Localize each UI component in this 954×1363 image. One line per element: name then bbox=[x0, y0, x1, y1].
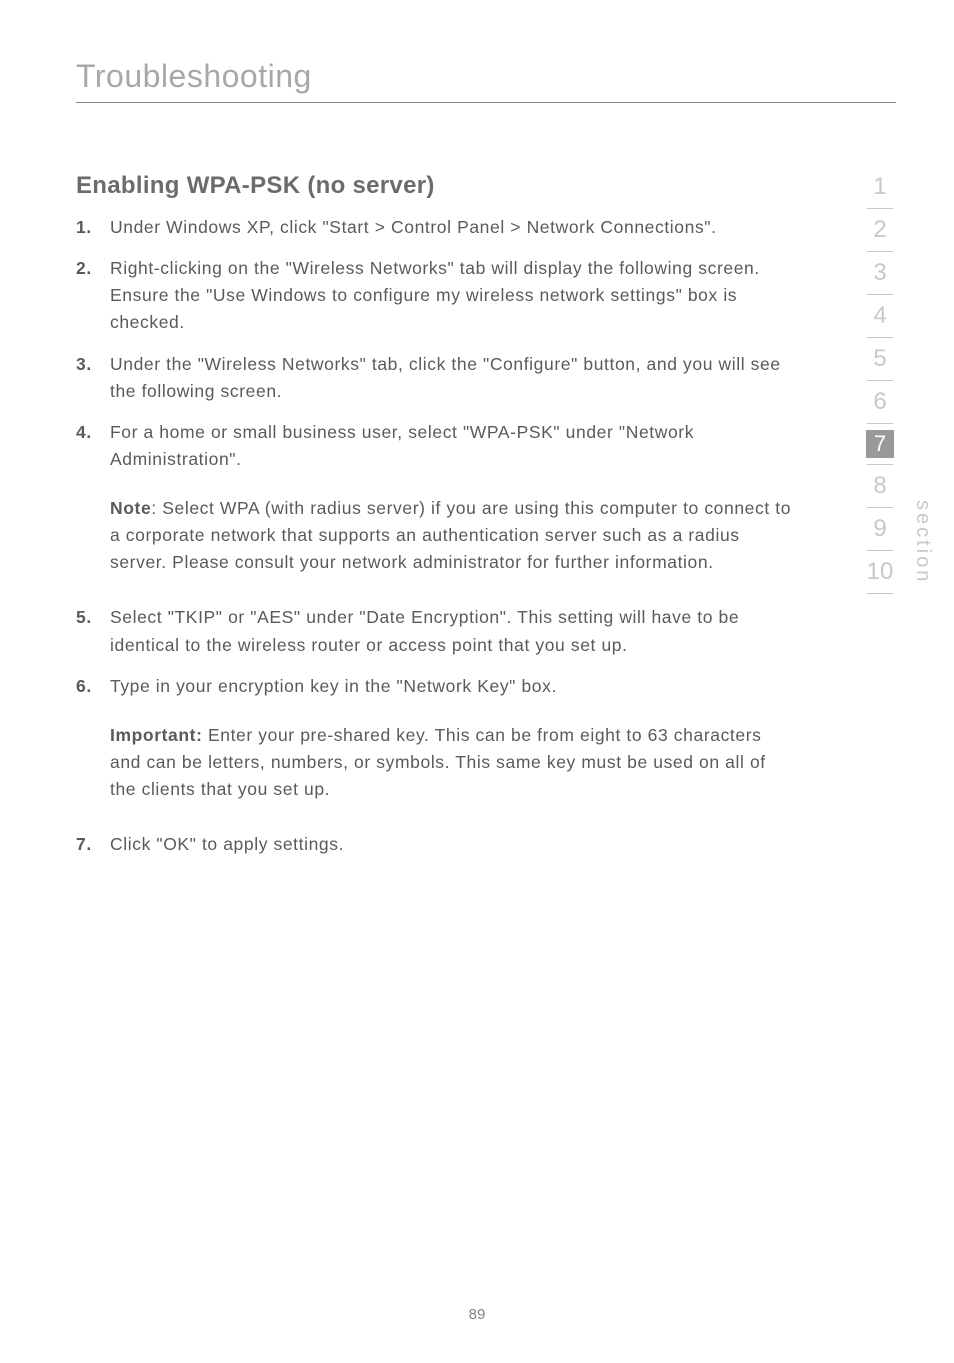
nav-separator bbox=[867, 550, 893, 551]
step-item: 5. Select "TKIP" or "AES" under "Date En… bbox=[76, 604, 796, 658]
step-text: Under Windows XP, click "Start > Control… bbox=[110, 214, 796, 241]
step-text: Select "TKIP" or "AES" under "Date Encry… bbox=[110, 604, 796, 658]
note-label: Note bbox=[110, 498, 151, 518]
step-item: 2. Right-clicking on the "Wireless Netwo… bbox=[76, 255, 796, 336]
page-title: Troubleshooting bbox=[76, 58, 312, 95]
step-text: For a home or small business user, selec… bbox=[110, 419, 796, 473]
nav-item[interactable]: 5 bbox=[873, 347, 886, 371]
nav-separator bbox=[867, 380, 893, 381]
step-number: 2. bbox=[76, 255, 110, 336]
nav-separator bbox=[867, 251, 893, 252]
step-item: 7. Click "OK" to apply settings. bbox=[76, 831, 796, 858]
nav-separator bbox=[867, 507, 893, 508]
step-item: 6. Type in your encryption key in the "N… bbox=[76, 673, 796, 700]
step-text: Under the "Wireless Networks" tab, click… bbox=[110, 351, 796, 405]
nav-item[interactable]: 3 bbox=[873, 261, 886, 285]
nav-item[interactable]: 1 bbox=[873, 175, 886, 199]
section-nav: 1 2 3 4 5 6 7 8 9 10 bbox=[860, 166, 900, 594]
step-item: 1. Under Windows XP, click "Start > Cont… bbox=[76, 214, 796, 241]
nav-separator bbox=[867, 294, 893, 295]
nav-item[interactable]: 2 bbox=[873, 218, 886, 242]
nav-item[interactable]: 10 bbox=[867, 560, 894, 584]
section-label: section bbox=[911, 500, 934, 584]
important-block: Important: Enter your pre-shared key. Th… bbox=[110, 722, 796, 803]
nav-item[interactable]: 6 bbox=[873, 390, 886, 414]
step-text: Right-clicking on the "Wireless Networks… bbox=[110, 255, 796, 336]
nav-item[interactable]: 8 bbox=[873, 474, 886, 498]
step-number: 5. bbox=[76, 604, 110, 658]
step-item: 4. For a home or small business user, se… bbox=[76, 419, 796, 473]
page-number: 89 bbox=[469, 1306, 486, 1323]
step-number: 4. bbox=[76, 419, 110, 473]
nav-separator bbox=[867, 337, 893, 338]
important-text: Enter your pre-shared key. This can be f… bbox=[110, 725, 766, 799]
nav-separator bbox=[867, 464, 893, 465]
nav-item[interactable]: 4 bbox=[873, 304, 886, 328]
title-rule bbox=[76, 102, 896, 103]
step-text: Type in your encryption key in the "Netw… bbox=[110, 673, 796, 700]
note-block: Note: Select WPA (with radius server) if… bbox=[110, 495, 796, 576]
nav-separator bbox=[867, 208, 893, 209]
step-number: 7. bbox=[76, 831, 110, 858]
note-text: : Select WPA (with radius server) if you… bbox=[110, 498, 791, 572]
section-heading: Enabling WPA-PSK (no server) bbox=[76, 172, 796, 200]
nav-separator bbox=[867, 423, 893, 424]
step-number: 3. bbox=[76, 351, 110, 405]
step-number: 6. bbox=[76, 673, 110, 700]
nav-separator bbox=[867, 593, 893, 594]
main-content: Enabling WPA-PSK (no server) 1. Under Wi… bbox=[76, 172, 796, 872]
step-number: 1. bbox=[76, 214, 110, 241]
step-text: Click "OK" to apply settings. bbox=[110, 831, 796, 858]
step-item: 3. Under the "Wireless Networks" tab, cl… bbox=[76, 351, 796, 405]
nav-item[interactable]: 9 bbox=[873, 517, 886, 541]
nav-item-current: 7 bbox=[866, 430, 894, 458]
important-label: Important: bbox=[110, 725, 203, 745]
